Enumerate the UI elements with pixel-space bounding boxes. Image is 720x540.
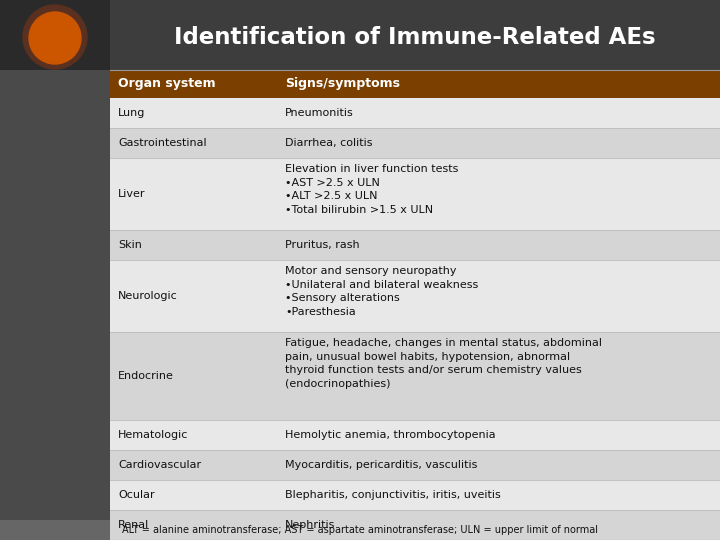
Bar [0, 520, 720, 540]
Text: Endocrine: Endocrine [118, 371, 174, 381]
Text: Hematologic: Hematologic [118, 430, 189, 440]
Text: Lung: Lung [118, 108, 145, 118]
Circle shape [29, 12, 81, 64]
Bar [0, 0, 720, 70]
Text: Organ system: Organ system [118, 78, 215, 91]
Bar [110, 230, 720, 260]
Text: Ocular: Ocular [118, 490, 155, 500]
Text: Pruritus, rash: Pruritus, rash [285, 240, 359, 250]
Bar [110, 420, 720, 450]
Text: Myocarditis, pericarditis, vasculitis: Myocarditis, pericarditis, vasculitis [285, 460, 477, 470]
Text: Identification of Immune-Related AEs: Identification of Immune-Related AEs [174, 25, 656, 49]
Text: Cardiovascular: Cardiovascular [118, 460, 201, 470]
Text: Blepharitis, conjunctivitis, iritis, uveitis: Blepharitis, conjunctivitis, iritis, uve… [285, 490, 500, 500]
Text: Liver: Liver [118, 189, 145, 199]
Bar [110, 158, 720, 230]
Text: Skin: Skin [118, 240, 142, 250]
Bar [110, 260, 720, 332]
Bar [110, 332, 720, 420]
Text: ALT = alanine aminotransferase; AST = aspartate aminotransferase; ULN = upper li: ALT = alanine aminotransferase; AST = as… [122, 525, 598, 535]
Bar [110, 450, 720, 480]
Bar [0, 70, 110, 520]
Bar [110, 510, 720, 540]
Text: Fatigue, headache, changes in mental status, abdominal
pain, unusual bowel habit: Fatigue, headache, changes in mental sta… [285, 338, 602, 389]
Text: Signs/symptoms: Signs/symptoms [285, 78, 400, 91]
Text: Motor and sensory neuropathy
•Unilateral and bilateral weakness
•Sensory alterat: Motor and sensory neuropathy •Unilateral… [285, 266, 478, 317]
Text: Gastrointestinal: Gastrointestinal [118, 138, 207, 148]
Text: Hemolytic anemia, thrombocytopenia: Hemolytic anemia, thrombocytopenia [285, 430, 495, 440]
Bar [0, 0, 110, 70]
Text: Nephritis: Nephritis [285, 520, 336, 530]
Bar [110, 70, 720, 98]
Text: Neurologic: Neurologic [118, 291, 178, 301]
Text: Pneumonitis: Pneumonitis [285, 108, 354, 118]
Circle shape [23, 5, 87, 69]
Bar [110, 98, 720, 128]
Text: Diarrhea, colitis: Diarrhea, colitis [285, 138, 372, 148]
Text: Renal: Renal [118, 520, 149, 530]
Bar [110, 128, 720, 158]
Bar [110, 70, 720, 520]
Bar [110, 480, 720, 510]
Text: Elevation in liver function tests
•AST >2.5 x ULN
•ALT >2.5 x ULN
•Total bilirub: Elevation in liver function tests •AST >… [285, 164, 459, 215]
